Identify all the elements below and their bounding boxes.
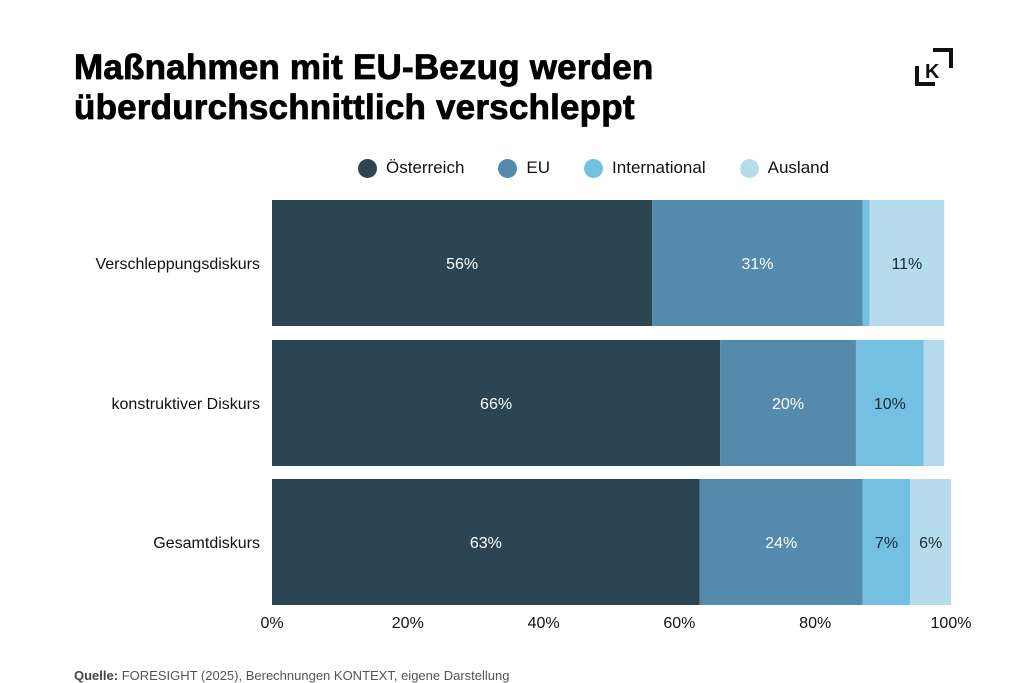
legend-item: Ausland	[739, 158, 830, 178]
category-label: Verschleppungsdiskurs	[95, 256, 260, 273]
legend-label: Österreich	[386, 158, 465, 177]
legend-item: International	[584, 158, 706, 178]
source-label: Quelle:	[74, 668, 119, 683]
title-line-2: überdurchschnittlich verschleppt	[74, 88, 635, 128]
legend-swatch	[358, 158, 377, 178]
source-text: FORESIGHT (2025), Berechnungen KONTEXT, …	[121, 668, 510, 683]
data-label: 56%	[446, 256, 478, 273]
data-label: 11%	[891, 256, 922, 273]
legend-swatch	[498, 158, 518, 178]
legend-item: EU	[498, 158, 550, 178]
x-tick-label: 60%	[663, 615, 695, 632]
source-note: Quelle: FORESIGHT (2025), Berechnungen K…	[74, 668, 509, 683]
legend-label: International	[612, 158, 706, 177]
data-label: 24%	[765, 535, 797, 552]
x-tick-label: 0%	[260, 615, 283, 632]
data-label: 63%	[470, 535, 502, 552]
bar-segment	[652, 200, 863, 326]
bar-segment	[720, 340, 856, 466]
bar-segment	[272, 340, 721, 466]
data-label: 7%	[875, 535, 898, 552]
bar-segment	[862, 200, 870, 326]
x-tick-label: 40%	[528, 615, 560, 632]
data-label: 20%	[772, 396, 804, 413]
bar-segment	[272, 479, 700, 605]
bar-segment	[862, 479, 911, 605]
bar-segment	[869, 200, 945, 326]
data-label: 66%	[480, 396, 512, 413]
legend-swatch	[739, 158, 759, 178]
bar-segment	[923, 340, 945, 466]
category-label: Gesamtdiskurs	[153, 535, 260, 552]
data-label: 6%	[919, 535, 942, 552]
data-label: 10%	[874, 396, 906, 413]
legend-swatch	[584, 158, 604, 178]
x-tick-label: 100%	[931, 615, 972, 632]
category-label: konstruktiver Diskurs	[112, 396, 260, 413]
kontext-logo-icon: K	[915, 48, 953, 86]
bar-segment	[855, 340, 924, 466]
legend-item: Österreich	[358, 158, 464, 178]
x-tick-label: 80%	[799, 615, 831, 632]
bar-segment	[910, 479, 951, 605]
bar-segment	[272, 200, 653, 326]
chart-title: Maßnahmen mit EU-Bezug werden überdurchs…	[74, 48, 654, 128]
svg-text:K: K	[925, 61, 940, 83]
x-tick-label: 20%	[392, 615, 424, 632]
legend: Österreich EU International Ausland	[358, 158, 863, 178]
bar-segment	[699, 479, 863, 605]
title-line-1: Maßnahmen mit EU-Bezug werden	[74, 48, 654, 88]
legend-label: Ausland	[767, 158, 830, 177]
legend-label: EU	[526, 158, 551, 177]
data-label: 31%	[741, 256, 773, 273]
